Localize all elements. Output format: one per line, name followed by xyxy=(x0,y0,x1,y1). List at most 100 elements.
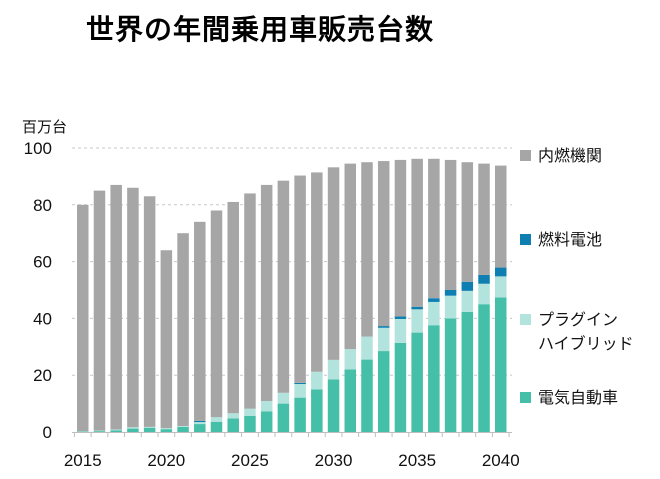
bar-ice-2028 xyxy=(294,175,306,383)
bar-phev-2023 xyxy=(210,417,223,422)
bar-ice-2026 xyxy=(260,184,273,402)
y-axis-ticks: 0 20 40 60 80 100 xyxy=(24,139,52,442)
bar-ice-2037 xyxy=(444,159,457,290)
bar-stack-2020 xyxy=(160,250,173,432)
bar-stack-2036 xyxy=(428,158,440,432)
x-tick-label-2020: 2020 xyxy=(147,451,185,470)
x-tick-label-2040: 2040 xyxy=(482,451,520,470)
bar-bev-2015 xyxy=(77,431,89,432)
bar-bev-2028 xyxy=(294,397,306,432)
bar-ice-2024 xyxy=(227,201,239,414)
bar-stack-2040 xyxy=(495,165,507,432)
bar-ice-2027 xyxy=(277,180,290,393)
bar-ice-2020 xyxy=(160,250,173,429)
bar-phev-2030 xyxy=(327,359,340,380)
bar-stack-2031 xyxy=(344,163,357,432)
bar-stack-2033 xyxy=(377,161,390,432)
y-tick-label-20: 20 xyxy=(33,366,52,385)
bar-phev-2019 xyxy=(143,426,156,428)
bar-bev-2027 xyxy=(277,403,290,432)
legend-label-ice: 内燃機関 xyxy=(538,146,603,165)
bar-fuel_cell-2036 xyxy=(428,298,440,302)
y-tick-label-80: 80 xyxy=(33,196,52,215)
bar-ice-2031 xyxy=(344,163,357,350)
legend-label-phev-line2: ハイブリッド xyxy=(538,334,634,353)
bar-phev-2016 xyxy=(93,430,106,432)
bar-stack-2018 xyxy=(127,187,139,432)
bar-stack-2023 xyxy=(210,210,223,432)
bar-bev-2035 xyxy=(411,332,423,432)
legend-swatch-ice xyxy=(520,150,531,161)
bar-bev-2022 xyxy=(194,424,206,432)
x-tick-label-2015: 2015 xyxy=(64,451,102,470)
bar-phev-2039 xyxy=(478,283,490,305)
bar-fuel_cell-2034 xyxy=(394,316,407,319)
legend-item-phev: プラグイン ハイブリッド xyxy=(520,308,634,356)
bar-phev-2032 xyxy=(361,336,373,360)
y-tick-label-40: 40 xyxy=(33,309,52,328)
bar-stack-2035 xyxy=(411,158,423,432)
bar-stack-2022 xyxy=(194,221,206,432)
bar-stack-2024 xyxy=(227,201,239,432)
bar-ice-2021 xyxy=(177,233,189,427)
bar-bev-2024 xyxy=(227,418,239,432)
bar-phev-2024 xyxy=(227,413,239,419)
bar-ice-2023 xyxy=(210,210,223,418)
bar-stack-2017 xyxy=(110,184,122,432)
bar-phev-2033 xyxy=(377,327,390,352)
legend-label-phev-line1: プラグイン xyxy=(538,310,619,329)
bar-phev-2028 xyxy=(294,384,306,398)
y-tick-label-100: 100 xyxy=(24,139,52,158)
bar-phev-2022 xyxy=(194,422,206,425)
bar-ice-2017 xyxy=(110,184,122,430)
legend-item-fuel-cell: 燃料電池 xyxy=(520,228,602,252)
bar-bev-2023 xyxy=(210,421,223,432)
bar-stack-2025 xyxy=(244,193,256,432)
legend-swatch-phev xyxy=(520,314,531,325)
bar-bev-2032 xyxy=(361,359,373,432)
bar-bev-2037 xyxy=(444,318,457,432)
bar-phev-2021 xyxy=(177,426,189,427)
bar-ice-2030 xyxy=(327,167,340,360)
bar-stack-2039 xyxy=(478,163,490,432)
bar-bev-2039 xyxy=(478,304,490,432)
bar-bev-2017 xyxy=(110,430,122,432)
bar-fuel_cell-2039 xyxy=(478,274,490,284)
bar-phev-2031 xyxy=(344,349,357,370)
bar-phev-2034 xyxy=(394,318,407,343)
bar-fuel_cell-2033 xyxy=(377,326,390,328)
legend-item-bev: 電気自動車 xyxy=(520,386,618,410)
bar-stack-2019 xyxy=(143,196,156,432)
bar-bev-2040 xyxy=(495,297,507,432)
bar-stack-2027 xyxy=(277,180,290,432)
bar-bev-2038 xyxy=(461,311,474,432)
bar-bev-2025 xyxy=(244,415,256,432)
bar-phev-2038 xyxy=(461,290,474,312)
x-axis xyxy=(72,432,512,437)
bar-ice-2036 xyxy=(428,158,440,299)
bar-ice-2016 xyxy=(93,190,106,431)
bar-ice-2040 xyxy=(495,165,507,268)
bar-bev-2021 xyxy=(177,426,189,432)
x-tick-label-2025: 2025 xyxy=(231,451,269,470)
bar-stack-2015 xyxy=(77,204,89,432)
bar-stack-2026 xyxy=(260,184,273,432)
bar-ice-2032 xyxy=(361,162,373,337)
bar-ice-2019 xyxy=(143,196,156,427)
bar-fuel_cell-2035 xyxy=(411,306,423,310)
bar-stack-2028 xyxy=(294,175,306,432)
bar-fuel_cell-2040 xyxy=(495,267,507,277)
bar-ice-2033 xyxy=(377,161,390,327)
bar-bev-2030 xyxy=(327,379,340,432)
bar-phev-2026 xyxy=(260,401,273,412)
bar-stack-2029 xyxy=(311,172,323,432)
bar-ice-2038 xyxy=(461,162,474,282)
legend-swatch-bev xyxy=(520,392,531,403)
legend-label-fuel-cell: 燃料電池 xyxy=(538,230,603,249)
bar-phev-2025 xyxy=(244,408,256,416)
legend-swatch-fuel-cell xyxy=(520,234,531,245)
bar-ice-2015 xyxy=(77,204,89,432)
bar-stack-2021 xyxy=(177,233,189,432)
chart-title: 世界の年間乗用車販売台数 xyxy=(86,13,435,46)
